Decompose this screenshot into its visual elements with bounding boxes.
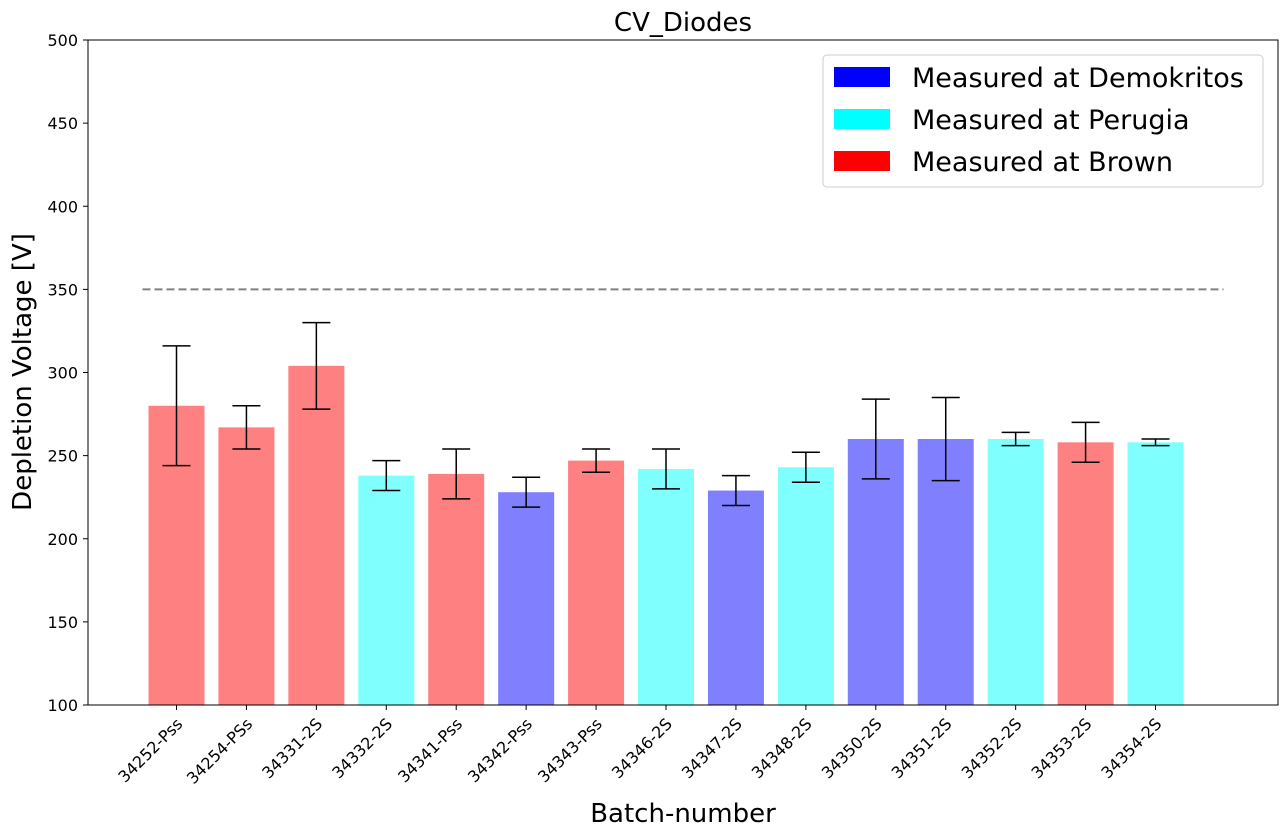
error-bar-34354-2S bbox=[1141, 438, 1170, 447]
y-tick-label: 100 bbox=[47, 696, 78, 715]
bar-34254-PSs bbox=[218, 427, 275, 705]
y-tick-label: 250 bbox=[47, 447, 78, 466]
legend-swatch-demokritos bbox=[834, 67, 890, 87]
y-axis-title: Depletion Voltage [V] bbox=[8, 233, 38, 511]
plot-area bbox=[142, 288, 1224, 705]
y-tick-label: 300 bbox=[47, 364, 78, 383]
bar-34331-2S bbox=[288, 365, 345, 705]
y-axis: 100 150 200 250 300 350 400 450 500 bbox=[47, 31, 88, 715]
chart-title: CV_Diodes bbox=[614, 8, 752, 38]
bar-34332-2S bbox=[358, 475, 415, 705]
legend-label-demokritos: Measured at Demokritos bbox=[912, 63, 1244, 94]
y-tick-label: 500 bbox=[47, 31, 78, 50]
legend-box bbox=[822, 54, 1264, 188]
bar-34347-2S bbox=[707, 490, 764, 705]
bar-34354-2S bbox=[1127, 442, 1184, 705]
error-bar-34347-2S bbox=[721, 474, 750, 507]
legend: Measured at Demokritos Measured at Perugi… bbox=[822, 54, 1264, 188]
legend-swatch-brown bbox=[834, 151, 890, 171]
error-bar-34346-2S bbox=[652, 448, 681, 490]
error-bar-34331-2S bbox=[302, 321, 331, 410]
error-bar-34352-2S bbox=[1001, 431, 1030, 447]
error-bar-34351-2S bbox=[931, 396, 960, 482]
bar-34348-2S bbox=[777, 467, 834, 705]
y-tick-label: 200 bbox=[47, 530, 78, 549]
error-bar-34341-Pss bbox=[442, 448, 471, 500]
error-bar-34254-PSs bbox=[232, 405, 261, 450]
y-tick-label: 150 bbox=[47, 613, 78, 632]
legend-label-brown: Measured at Brown bbox=[912, 147, 1173, 178]
bar-34351-2S bbox=[917, 439, 974, 705]
y-tick-label: 400 bbox=[47, 197, 78, 216]
bar-34341-Pss bbox=[428, 473, 485, 705]
bar-34352-2S bbox=[987, 439, 1044, 705]
error-bar-34343-Pss bbox=[582, 448, 611, 473]
error-bar-34342-Pss bbox=[512, 476, 541, 508]
error-bar-34332-2S bbox=[372, 459, 401, 492]
bar-34346-2S bbox=[638, 468, 695, 705]
bar-34343-Pss bbox=[568, 460, 625, 705]
error-bar-34252-Pss bbox=[162, 345, 191, 467]
x-axis-title: Batch-number bbox=[590, 799, 776, 829]
legend-swatch-perugia bbox=[834, 109, 890, 129]
bar-34342-Pss bbox=[498, 492, 555, 705]
error-bar-34350-2S bbox=[861, 398, 890, 480]
error-bar-34353-2S bbox=[1071, 421, 1100, 464]
y-tick-label: 450 bbox=[47, 114, 78, 133]
legend-label-perugia: Measured at Perugia bbox=[912, 105, 1190, 136]
error-bar-34348-2S bbox=[791, 451, 820, 483]
bar-34353-2S bbox=[1057, 442, 1114, 705]
bar-34350-2S bbox=[847, 439, 904, 705]
y-tick-label: 350 bbox=[47, 280, 78, 299]
